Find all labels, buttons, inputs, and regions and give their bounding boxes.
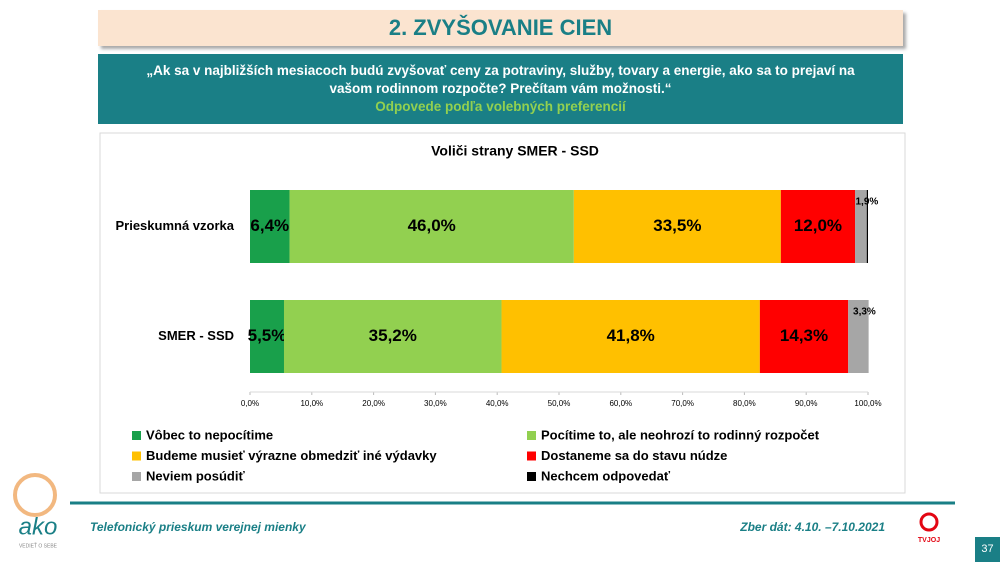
x-tick-label: 0,0% — [241, 399, 259, 408]
slide-title: 2. ZVYŠOVANIE CIEN — [98, 10, 903, 46]
legend-label: Nechcem odpovedať — [541, 468, 671, 483]
x-tick-label: 80,0% — [733, 399, 756, 408]
bar-segment — [501, 300, 760, 373]
bar-segment — [759, 300, 849, 373]
question-text: „Ak sa v najbližších mesiacoch budú zvyš… — [146, 63, 855, 96]
legend-swatch — [132, 451, 141, 461]
page-number: 37 — [981, 543, 993, 555]
data-label: 35,2% — [369, 326, 417, 345]
logo-icon — [13, 473, 57, 517]
x-tick-label: 20,0% — [362, 399, 385, 408]
bar-segment — [780, 190, 856, 263]
x-tick-label: 90,0% — [795, 399, 818, 408]
y-tick-label: SMER - SSD — [158, 328, 234, 343]
data-label: 6,4% — [250, 216, 289, 235]
data-label: 46,0% — [408, 216, 456, 235]
bar-segment — [250, 190, 290, 263]
x-tick-label: 10,0% — [300, 399, 323, 408]
legend-label: Neviem posúdiť — [146, 468, 245, 483]
legend-label: Vôbec to nepocítime — [146, 427, 273, 442]
bar-segment — [573, 190, 781, 263]
bar-segment — [848, 300, 869, 373]
legend-label: Dostaneme sa do stavu núdze — [541, 448, 727, 463]
bar-segment — [855, 190, 867, 263]
data-label: 33,5% — [653, 216, 701, 235]
page-number-box — [975, 537, 1000, 562]
data-label: 14,3% — [780, 326, 828, 345]
footer-survey: Telefonický prieskum verejnej mienky — [90, 520, 307, 534]
legend-swatch — [132, 431, 141, 440]
tv-logo: TVJOJ — [918, 537, 940, 544]
legend-swatch — [527, 472, 536, 481]
data-label: 41,8% — [607, 326, 655, 345]
question-box: „Ak sa v najbližších mesiacoch budú zvyš… — [98, 54, 903, 124]
chart-title: Voliči strany SMER - SSD — [431, 143, 599, 159]
logo-tagline: VEDIEŤ O SEBE — [19, 541, 58, 549]
legend-label: Budeme musieť výrazne obmedziť iné výdav… — [146, 448, 437, 463]
bar-segment — [250, 300, 284, 373]
y-tick-label: Prieskumná vzorka — [115, 218, 234, 233]
legend-swatch — [527, 431, 536, 440]
data-label: 3,3% — [853, 307, 876, 318]
data-label: 12,0% — [794, 216, 842, 235]
legend-swatch — [132, 472, 141, 481]
x-tick-label: 50,0% — [548, 399, 571, 408]
legend-swatch — [527, 451, 536, 461]
footer-dates: Zber dát: 4.10. –7.10.2021 — [739, 520, 885, 534]
bar-segment — [866, 190, 868, 263]
question-subtitle: Odpovede podľa volebných preferencií — [375, 99, 626, 114]
x-tick-label: 30,0% — [424, 399, 447, 408]
data-label: 5,5% — [248, 326, 287, 345]
bar-segment — [289, 190, 574, 263]
x-tick-label: 70,0% — [671, 399, 694, 408]
x-tick-label: 40,0% — [486, 399, 509, 408]
logo-name: ako — [19, 513, 58, 540]
tv-logo-icon — [919, 512, 939, 532]
x-tick-label: 100,0% — [854, 399, 881, 408]
x-tick-label: 60,0% — [609, 399, 632, 408]
legend-label: Pocítime to, ale neohrozí to rodinný roz… — [541, 427, 820, 442]
bar-segment — [283, 300, 502, 373]
